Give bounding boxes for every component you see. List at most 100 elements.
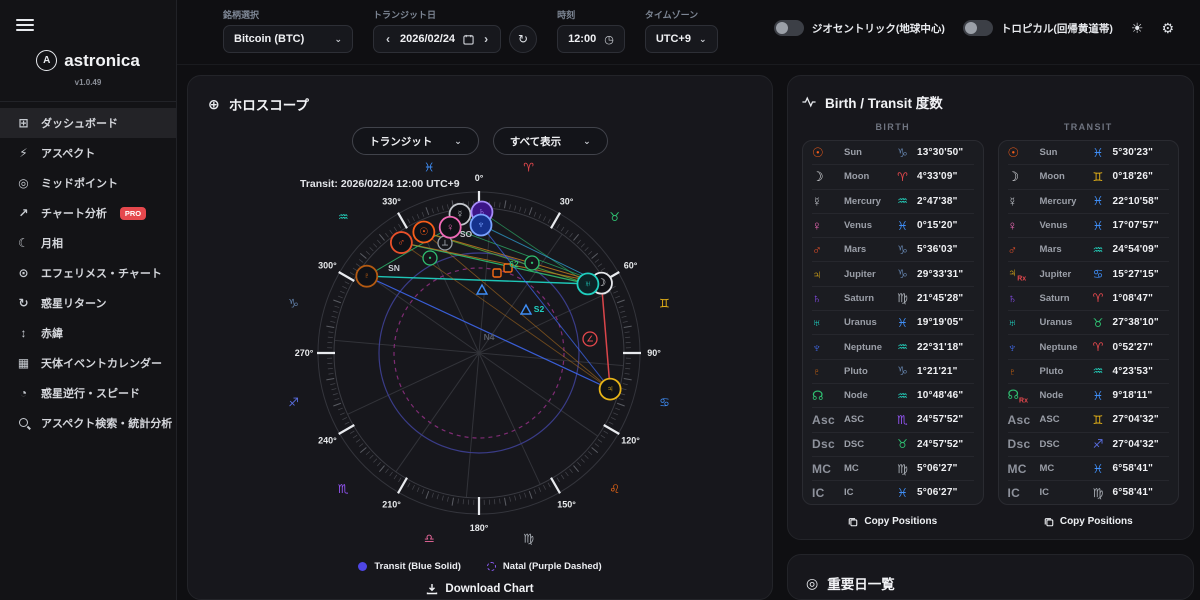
zodiac-sign-glyph: ♈ — [1092, 291, 1104, 306]
sidebar-item[interactable]: ☾ 月相 — [0, 228, 176, 258]
planet-glyph: ☿ — [812, 193, 822, 209]
retrograde-badge: Rx — [1019, 397, 1028, 405]
display-filter-select[interactable]: すべて表示 ⌄ — [492, 127, 608, 155]
transit-date-picker[interactable]: ‹ 2026/02/24 › — [373, 25, 502, 53]
planet-name: Jupiter — [844, 268, 876, 280]
position-degrees: 5°36'03" — [917, 244, 958, 256]
planet-marker-sun — [412, 220, 436, 244]
sidebar-item[interactable]: ↕ 赤緯 — [0, 318, 176, 348]
svg-text:0°: 0° — [475, 173, 484, 183]
position-row: IC IC ♍ 6°58'41" — [1008, 481, 1170, 504]
position-degrees: 5°30'23" — [1112, 147, 1154, 159]
geocentric-toggle[interactable] — [773, 20, 804, 36]
download-icon — [427, 584, 438, 595]
prev-day-button[interactable]: ‹ — [386, 32, 390, 46]
timezone-select[interactable]: UTC+9 ⌄ — [644, 25, 718, 53]
position-degrees: 9°18'11" — [1112, 390, 1153, 402]
zodiac-sign-glyph: ♒ — [1092, 242, 1104, 257]
positions-columns: BIRTH ☉ Sun ♑ 13°30'50" ☽ Moon ♈ 4°33'09" ☿ Mercu… — [802, 122, 1179, 527]
planet-glyph: ♇ — [1007, 363, 1018, 379]
next-day-button[interactable]: › — [484, 32, 489, 46]
position-degrees: 27°04'32" — [1112, 438, 1159, 450]
position-degrees: 21°45'28" — [917, 292, 964, 304]
time-input[interactable]: 12:00 ◷ — [557, 25, 625, 53]
planet-name: IC — [844, 487, 854, 499]
copy-birth-positions-button[interactable]: Copy Positions — [802, 516, 984, 527]
sidebar-item[interactable]: ↗ チャート分析 PRO — [0, 198, 176, 228]
position-degrees: 2°47'38" — [917, 195, 958, 207]
position-row: ☉ Sun ♑ 13°30'50" — [812, 141, 974, 166]
download-chart-button[interactable]: Download Chart — [188, 583, 772, 595]
svg-text:♃: ♃ — [606, 383, 614, 395]
position-degrees: 24°57'52" — [917, 438, 964, 450]
transit-caption: Transit: 2026/02/24 12:00 UTC+9 — [300, 178, 460, 190]
planet-glyph: Asc — [812, 412, 835, 427]
hamburger-menu-icon[interactable] — [16, 16, 34, 34]
svg-text:SO: SO — [460, 229, 473, 239]
planet-marker-mars — [389, 231, 413, 254]
globe-icon: ⊕ — [208, 95, 220, 112]
position-degrees: 24°57'52" — [917, 414, 964, 426]
position-row: ♀ Venus ♓ 17°07'57" — [1007, 214, 1169, 239]
position-degrees: 0°18'26" — [1112, 171, 1154, 183]
position-row: ☿ Mercury ♒ 2°47'38" — [812, 190, 974, 214]
sidebar-item[interactable]: ◎ ミッドポイント — [0, 168, 176, 198]
sidebar-item[interactable]: アスペクト検索・統計分析 — [0, 408, 176, 438]
position-degrees: 0°15'20" — [917, 220, 958, 232]
zodiac-sign-glyph: ♒ — [897, 388, 908, 403]
chart-type-select[interactable]: トランジット ⌄ — [352, 127, 479, 155]
zodiac-sign-glyph: ♍ — [1092, 485, 1104, 500]
planet-glyph: ♃ — [812, 266, 822, 282]
sidebar-item[interactable]: ↻ 惑星リターン — [0, 288, 176, 318]
planet-name: Mars — [844, 244, 867, 256]
transit-table: ☉ Sun ♓ 5°30'23" ☽ Moon ♊ 0°18'26" ☿ Mercury ♓ 22°1… — [997, 140, 1179, 506]
position-degrees: 4°23'53" — [1112, 365, 1154, 377]
search-icon — [16, 416, 31, 430]
sidebar-item[interactable]: ⚡ アスペクト — [0, 138, 176, 168]
position-row: ☽ Moon ♊ 0°18'26" — [1007, 165, 1169, 190]
planet-name: Mercury — [844, 195, 881, 207]
zodiac-sign-glyph: ♑ — [897, 267, 908, 282]
legend-item: Transit (Blue Solid) — [358, 561, 461, 572]
sidebar-item[interactable]: ⊞ ダッシュボード — [0, 108, 176, 138]
position-degrees: 24°54'09" — [1112, 244, 1159, 256]
position-row: Dsc DSC ♉ 24°57'52" — [812, 433, 974, 457]
planet-glyph: ♃Rx — [1007, 265, 1027, 283]
copy-transit-positions-button[interactable]: Copy Positions — [998, 516, 1180, 527]
settings-gear-icon[interactable]: ⚙ — [1161, 19, 1174, 36]
zodiac-sign-glyph: ♒ — [1092, 364, 1104, 379]
calendar-icon[interactable] — [463, 34, 474, 45]
position-row: ♃Rx Jupiter ♋ 15°27'15" — [1007, 262, 1169, 287]
geocentric-toggle-label: ジオセントリック(地球中心) — [811, 22, 945, 35]
chevron-down-icon: ⌄ — [583, 135, 591, 146]
theme-sun-icon[interactable]: ☀ — [1130, 19, 1144, 36]
sidebar-item[interactable]: ▦ 天体イベントカレンダー — [0, 348, 176, 378]
svg-text:240°: 240° — [318, 436, 337, 446]
zodiac-sign-glyph: ♈ — [1092, 340, 1104, 355]
zodiac-sign-glyph: ♉ — [1092, 315, 1104, 330]
position-row: ♇ Pluto ♒ 4°23'53" — [1007, 360, 1169, 384]
position-row: ♆ Neptune ♒ 22°31'18" — [812, 335, 974, 360]
zodiac-sign-glyph: ♓ — [1092, 461, 1104, 476]
sidebar-item-label: ミッドポイント — [41, 178, 118, 190]
planet-glyph: ♀ — [1007, 218, 1018, 234]
position-row: ♂ Mars ♒ 24°54'09" — [1007, 238, 1169, 263]
sidebar-item[interactable]: ◔ 惑星逆行・スピード — [0, 378, 176, 408]
refresh-button[interactable]: ↻ — [509, 25, 538, 53]
position-degrees: 29°33'31" — [917, 268, 964, 280]
symbol-field: 銘柄選択 Bitcoin (BTC) ⌄ — [223, 8, 353, 53]
position-row: ♀ Venus ♓ 0°15'20" — [812, 214, 974, 239]
symbol-select[interactable]: Bitcoin (BTC) ⌄ — [223, 25, 353, 53]
sidebar: A astronica v1.0.49 ⊞ ダッシュボード ⚡ アスペクト ◎ ミッドポイ… — [0, 0, 177, 600]
chart-type-value: トランジット — [369, 135, 433, 148]
sidebar-item[interactable]: ⊙ エフェリメス・チャート — [0, 258, 176, 288]
planet-glyph: ☿ — [1007, 193, 1018, 209]
transit-date-value: 2026/02/24 — [400, 33, 456, 45]
svg-text:120°: 120° — [621, 436, 640, 446]
zodiac-sign-glyph: ♑ — [897, 364, 908, 379]
svg-text:N4: N4 — [484, 332, 495, 342]
tropical-toggle[interactable] — [962, 20, 993, 36]
zodiac-sign-glyph: ♓ — [897, 315, 908, 330]
zodiac-sign-glyph: ♊ — [1092, 169, 1104, 184]
pro-badge: PRO — [119, 206, 147, 220]
